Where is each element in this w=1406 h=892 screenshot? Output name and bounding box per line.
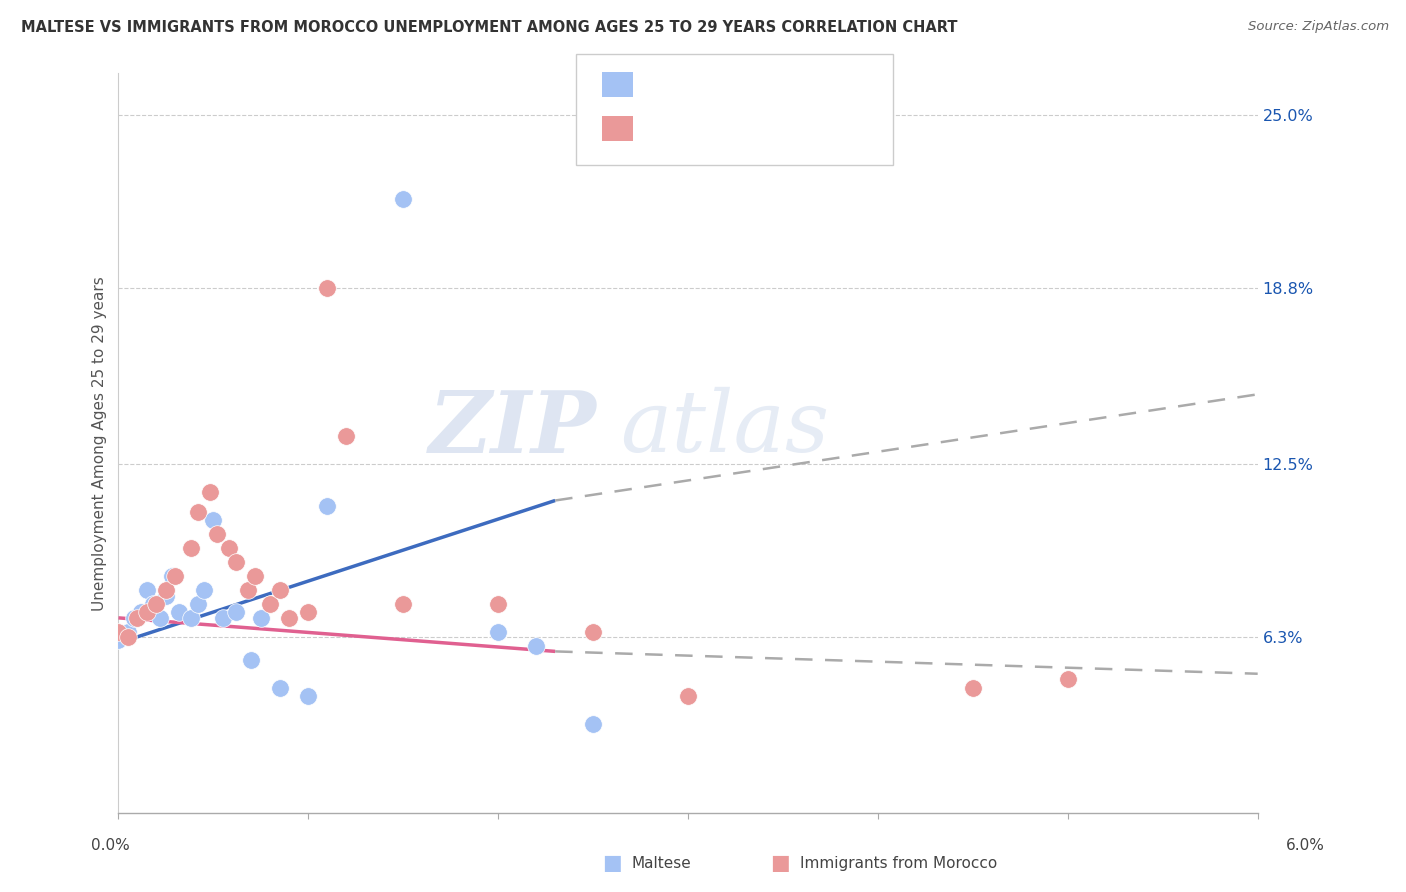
Point — [236, 582, 259, 597]
Text: 0.0%: 0.0% — [91, 838, 131, 853]
Point — [155, 589, 177, 603]
Point — [582, 624, 605, 639]
Point — [167, 605, 190, 619]
Point — [243, 569, 266, 583]
Point — [316, 499, 339, 513]
Point — [135, 582, 157, 597]
Point — [218, 541, 240, 555]
Point — [392, 597, 415, 611]
Point — [316, 281, 339, 295]
Point — [107, 624, 129, 639]
Text: ■: ■ — [770, 854, 790, 873]
Point — [225, 555, 247, 569]
Point — [180, 611, 202, 625]
Point — [145, 597, 167, 611]
Point — [269, 582, 291, 597]
Point — [129, 605, 152, 619]
Point — [117, 624, 139, 639]
Point — [486, 624, 509, 639]
Point — [202, 513, 225, 527]
Point — [205, 527, 228, 541]
Text: ■: ■ — [602, 854, 621, 873]
Point — [180, 541, 202, 555]
Point — [160, 569, 183, 583]
Point — [117, 631, 139, 645]
Point — [142, 597, 165, 611]
Text: Immigrants from Morocco: Immigrants from Morocco — [800, 856, 997, 871]
Point — [149, 611, 172, 625]
Point — [259, 597, 281, 611]
Point — [198, 485, 221, 500]
Point — [122, 611, 145, 625]
Point — [297, 605, 319, 619]
Point — [269, 681, 291, 695]
Text: R =  0.204   N = 25: R = 0.204 N = 25 — [643, 72, 818, 90]
Point — [187, 597, 209, 611]
Text: atlas: atlas — [620, 387, 828, 470]
Point — [582, 717, 605, 731]
Text: Maltese: Maltese — [631, 856, 690, 871]
Point — [524, 639, 547, 653]
Text: 6.0%: 6.0% — [1285, 838, 1324, 853]
Text: ZIP: ZIP — [429, 386, 598, 470]
Point — [193, 582, 215, 597]
Point — [155, 582, 177, 597]
Point — [392, 192, 415, 206]
Point — [225, 605, 247, 619]
Point — [250, 611, 273, 625]
Point — [165, 569, 187, 583]
Point — [1056, 673, 1078, 687]
Point — [135, 605, 157, 619]
Point — [676, 689, 699, 703]
Point — [335, 429, 357, 443]
Y-axis label: Unemployment Among Ages 25 to 29 years: Unemployment Among Ages 25 to 29 years — [93, 276, 107, 611]
Point — [127, 611, 149, 625]
Point — [212, 611, 235, 625]
Text: Source: ZipAtlas.com: Source: ZipAtlas.com — [1249, 20, 1389, 33]
Point — [107, 633, 129, 648]
Point — [962, 681, 984, 695]
Point — [240, 653, 263, 667]
Text: MALTESE VS IMMIGRANTS FROM MOROCCO UNEMPLOYMENT AMONG AGES 25 TO 29 YEARS CORREL: MALTESE VS IMMIGRANTS FROM MOROCCO UNEMP… — [21, 20, 957, 35]
Point — [297, 689, 319, 703]
Point — [278, 611, 301, 625]
Point — [486, 597, 509, 611]
Point — [187, 505, 209, 519]
Text: R = -0.194   N = 27: R = -0.194 N = 27 — [643, 116, 820, 134]
